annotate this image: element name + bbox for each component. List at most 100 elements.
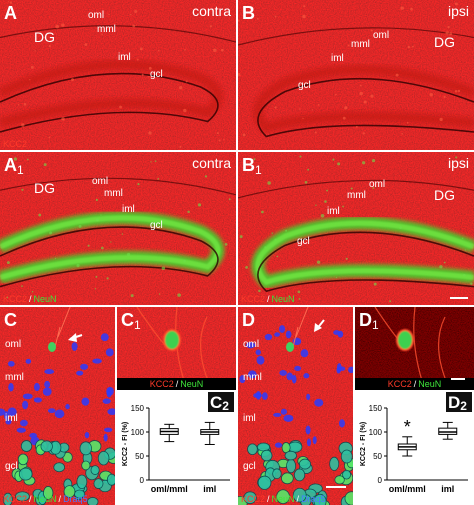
- side-label: ipsi: [448, 155, 469, 171]
- speckle: [94, 288, 97, 290]
- region-label: iml: [5, 413, 18, 424]
- stain-label: KCC2/NeuN: [3, 294, 57, 304]
- speckle: [110, 241, 112, 243]
- granule-cell: [81, 460, 91, 471]
- speckle: [148, 131, 152, 135]
- nucleus: [22, 393, 33, 400]
- nucleus: [5, 419, 12, 425]
- speckle: [48, 136, 51, 139]
- speckle: [7, 1, 10, 3]
- speckle: [71, 78, 74, 82]
- region-label: oml: [369, 179, 385, 190]
- stain-name: /: [414, 379, 417, 389]
- granule-cell: [247, 443, 258, 456]
- stain-label: KCC2/NeuN: [388, 379, 442, 389]
- region-label: iml: [243, 413, 256, 424]
- granule-cell: [18, 467, 33, 481]
- letter: D: [359, 310, 372, 330]
- speckle: [76, 263, 80, 268]
- speckle: [148, 66, 152, 70]
- fissure: [238, 179, 474, 199]
- nucleus: [253, 392, 262, 399]
- nucleus: [34, 382, 40, 392]
- y-tick-label: 50: [135, 452, 144, 461]
- speckle: [95, 275, 98, 278]
- y-tick-label: 50: [373, 452, 382, 461]
- granule-cell: [43, 486, 54, 500]
- region-label: DG: [434, 34, 455, 50]
- speckle: [261, 210, 264, 214]
- x-tick-label: iml: [441, 484, 454, 494]
- speckle: [363, 100, 367, 104]
- neuron: [286, 342, 294, 352]
- granule-cell: [281, 472, 294, 485]
- speckle: [93, 182, 95, 185]
- granule-cell: [86, 497, 99, 505]
- nucleus: [22, 400, 29, 410]
- speckle: [48, 45, 51, 48]
- granule-cell: [292, 487, 307, 503]
- nucleus: [103, 427, 113, 433]
- speckle: [55, 24, 60, 29]
- nucleus: [42, 387, 52, 396]
- speckle: [302, 14, 306, 19]
- speckle: [320, 213, 325, 218]
- speckle: [130, 294, 134, 298]
- nucleus: [102, 398, 111, 404]
- speckle: [344, 106, 348, 110]
- region-label: gcl: [150, 69, 163, 80]
- region-label: gcl: [297, 236, 310, 247]
- dendrite: [292, 307, 309, 348]
- speckle: [447, 25, 450, 29]
- granule-cell: [284, 450, 297, 461]
- region-label: iml: [331, 53, 344, 64]
- speckle: [439, 117, 443, 122]
- speckle: [297, 290, 301, 294]
- speckle: [13, 157, 18, 161]
- speckle: [311, 109, 313, 111]
- speckle: [411, 45, 414, 48]
- speckle: [242, 133, 246, 137]
- nucleus: [3, 411, 9, 420]
- stain-name: KCC2: [3, 139, 27, 149]
- region-label: mml: [347, 190, 366, 201]
- stain-name: NeuN: [34, 494, 57, 504]
- nucleus: [303, 373, 310, 379]
- panel-letter: B1: [242, 155, 262, 177]
- speckle: [139, 47, 143, 51]
- nucleus: [261, 392, 268, 400]
- speckle: [334, 93, 337, 96]
- speckle: [316, 260, 321, 264]
- nucleus: [81, 397, 90, 406]
- speckle: [137, 183, 140, 186]
- speckle: [324, 200, 327, 203]
- speckle: [410, 7, 413, 11]
- stain-name: KCC2: [241, 294, 265, 304]
- letter-subscript: 1: [255, 163, 262, 177]
- dendrite: [54, 307, 71, 348]
- stain-name: /: [297, 494, 300, 504]
- granule-cell: [256, 442, 271, 452]
- x-tick-label: iml: [203, 484, 216, 494]
- nucleus: [339, 419, 345, 428]
- side-label: contra: [192, 155, 231, 171]
- stain-name: KCC2: [150, 379, 174, 389]
- letter: A: [4, 3, 17, 23]
- granule-cell: [97, 450, 110, 466]
- speckle: [106, 277, 109, 280]
- nucleus: [279, 325, 286, 333]
- granule-cell: [276, 489, 290, 505]
- letter-subscript: 1: [17, 163, 24, 177]
- nucleus: [285, 330, 292, 339]
- speckle: [147, 75, 150, 78]
- speckle: [355, 125, 358, 128]
- nucleus: [25, 358, 32, 364]
- stain-name: Draq5: [301, 494, 326, 504]
- nucleus: [336, 363, 342, 372]
- region-label: oml: [88, 10, 104, 21]
